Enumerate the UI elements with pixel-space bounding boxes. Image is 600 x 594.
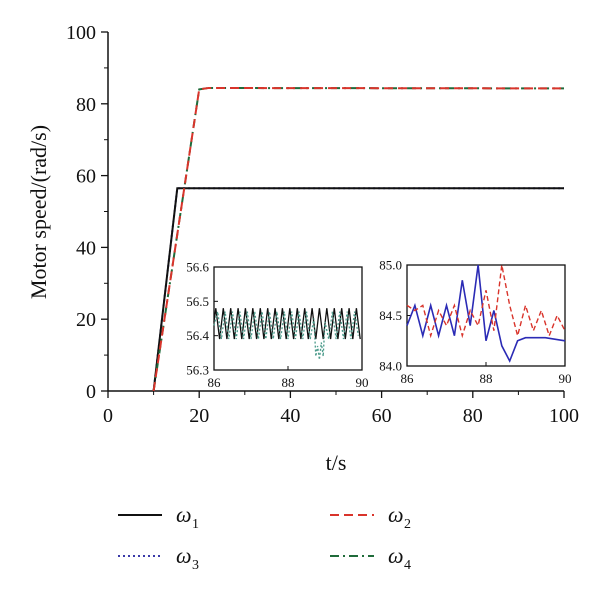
- y-tick-label: 0: [86, 381, 96, 403]
- inset-y-tick-label: 84.0: [379, 359, 402, 374]
- y-tick-label: 20: [76, 309, 96, 331]
- inset-x-tick-label: 90: [559, 371, 572, 386]
- inset-x-tick-label: 88: [282, 375, 295, 390]
- legend: ω 1 ω 2ω 3 ω 4: [118, 502, 411, 573]
- inset-series-2: [213, 311, 359, 360]
- y-tick-label: 80: [76, 94, 96, 116]
- legend-subscript: 3: [192, 558, 199, 573]
- inset-x-tick-label: 90: [356, 375, 369, 390]
- main-plot: 0 20 40 60 80 100 0 20 40 60 80 100: [66, 22, 579, 427]
- inset-y-tick-label: 56.3: [186, 363, 209, 378]
- legend-symbol: ω: [388, 502, 404, 527]
- legend-subscript: 4: [404, 558, 411, 573]
- inset-frame: [406, 264, 566, 367]
- inset-series-2: [406, 264, 566, 339]
- x-tick-label: 40: [280, 405, 300, 427]
- y-tick-label: 100: [66, 22, 96, 44]
- legend-symbol: ω: [176, 543, 192, 568]
- y-tick-label: 40: [76, 237, 96, 259]
- x-tick-label: 0: [103, 405, 113, 427]
- series-line-w1: [152, 187, 564, 392]
- inset-x-tick-label: 88: [480, 371, 493, 386]
- inset-x-tick-label: 86: [401, 371, 415, 386]
- inset-x-tick-label: 86: [208, 375, 222, 390]
- inset-plot-left: 86 88 90 56.3 56.4 56.5 56.6: [186, 260, 368, 391]
- x-axis-label: t/s: [326, 450, 347, 475]
- inset-y-tick-label: 56.4: [186, 328, 209, 343]
- series-line-w2: [152, 86, 565, 392]
- inset-series-1: [213, 308, 361, 340]
- inset-y-tick-label: 85.0: [379, 258, 402, 273]
- inset-y-tick-label: 56.5: [186, 294, 209, 309]
- y-axis-label: Motor speed/(rad/s): [26, 125, 51, 299]
- inset-series-1: [406, 264, 566, 363]
- inset-y-tick-label: 56.6: [186, 260, 209, 275]
- legend-symbol: ω: [388, 543, 404, 568]
- legend-subscript: 2: [404, 517, 411, 532]
- legend-subscript: 1: [192, 517, 199, 532]
- x-tick-label: 100: [549, 405, 579, 427]
- x-tick-label: 20: [189, 405, 209, 427]
- x-tick-label: 60: [372, 405, 392, 427]
- legend-symbol: ω: [176, 502, 192, 527]
- x-tick-label: 80: [463, 405, 483, 427]
- inset-plot-right: 86 88 90 84.0 84.5 85.0: [379, 258, 571, 387]
- inset-y-tick-label: 84.5: [379, 308, 402, 323]
- y-tick-label: 60: [76, 166, 96, 188]
